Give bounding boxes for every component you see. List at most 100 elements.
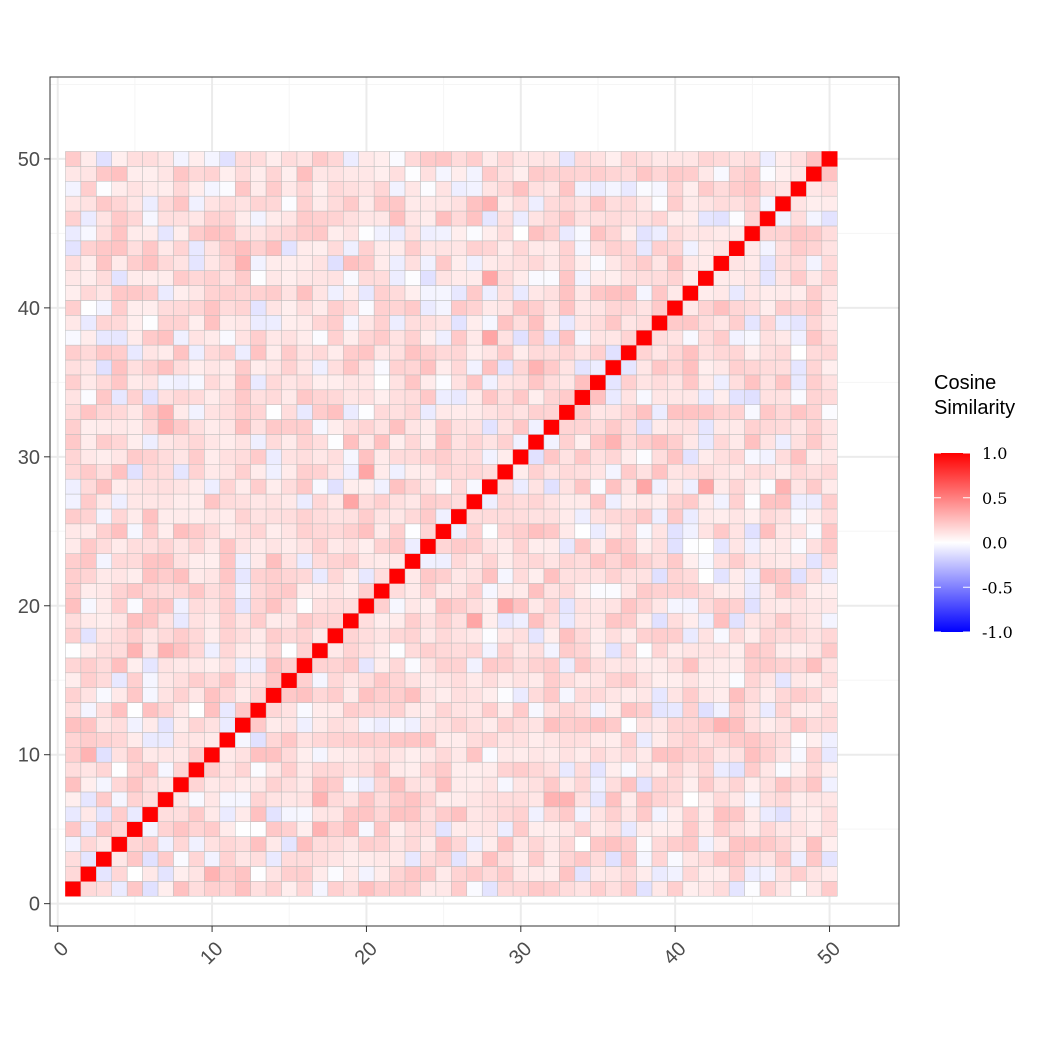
heatmap-tile	[821, 344, 838, 361]
heatmap-tile	[790, 553, 807, 569]
heatmap-tile	[343, 881, 359, 897]
heatmap-tile	[559, 359, 576, 376]
heatmap-tile	[451, 225, 468, 242]
heatmap-tile	[142, 821, 159, 837]
heatmap-tile	[327, 464, 344, 480]
heatmap-tile	[265, 761, 282, 778]
heatmap-tile	[713, 434, 730, 450]
heatmap-tile	[759, 791, 776, 808]
heatmap-tile	[466, 612, 483, 629]
heatmap-tile	[343, 419, 359, 435]
heatmap-tile	[605, 166, 622, 182]
heatmap-tile	[173, 464, 190, 480]
heatmap-tile	[713, 881, 730, 897]
heatmap-tile	[528, 389, 545, 405]
heatmap-tile	[373, 568, 390, 584]
heatmap-tile	[265, 747, 282, 763]
heatmap-tile	[651, 181, 668, 197]
heatmap-tile	[667, 315, 684, 331]
heatmap-tile	[744, 329, 761, 346]
heatmap-tile	[605, 255, 622, 271]
heatmap-tile	[312, 315, 329, 331]
diagonal-tile	[327, 627, 344, 644]
heatmap-tile	[605, 478, 622, 495]
heatmap-tile	[481, 523, 498, 539]
heatmap-tile	[327, 821, 344, 837]
heatmap-tile	[296, 300, 313, 316]
heatmap-tile	[389, 166, 406, 182]
heatmap-tile	[528, 359, 545, 376]
heatmap-tile	[636, 315, 653, 331]
heatmap-tile	[142, 717, 159, 733]
heatmap-tile	[759, 449, 776, 465]
heatmap-tile	[451, 881, 468, 897]
heatmap-tile	[96, 300, 112, 316]
heatmap-tile	[343, 449, 359, 465]
heatmap-tile	[250, 195, 267, 212]
heatmap-tile	[636, 672, 653, 688]
heatmap-tile	[250, 553, 267, 569]
heatmap-tile	[806, 836, 823, 852]
heatmap-tile	[466, 389, 483, 405]
heatmap-tile	[543, 761, 560, 778]
heatmap-tile	[296, 493, 313, 510]
heatmap-tile	[65, 478, 82, 495]
heatmap-tile	[806, 598, 823, 614]
heatmap-tile	[173, 851, 190, 867]
heatmap-tile	[281, 657, 298, 674]
heatmap-tile	[698, 687, 715, 703]
heatmap-tile	[435, 702, 452, 718]
heatmap-tile	[651, 508, 668, 525]
heatmap-tile	[667, 374, 684, 391]
heatmap-tile	[790, 359, 807, 376]
heatmap-tile	[512, 434, 529, 450]
heatmap-tile	[667, 225, 684, 242]
heatmap-tile	[65, 583, 82, 599]
heatmap-tile	[65, 300, 82, 316]
heatmap-tile	[728, 195, 745, 212]
heatmap-tile	[188, 240, 205, 256]
heatmap-tile	[188, 374, 205, 391]
heatmap-tile	[65, 315, 82, 331]
heatmap-tile	[775, 225, 792, 242]
heatmap-tile	[759, 166, 776, 182]
heatmap-tile	[420, 166, 437, 182]
heatmap-tile	[512, 583, 529, 599]
heatmap-tile	[512, 285, 529, 301]
heatmap-tile	[358, 702, 375, 718]
heatmap-tile	[682, 836, 699, 852]
heatmap-tile	[343, 344, 359, 361]
heatmap-tile	[296, 642, 313, 659]
heatmap-tile	[312, 344, 329, 361]
heatmap-tile	[234, 836, 251, 852]
heatmap-tile	[157, 717, 174, 733]
heatmap-tile	[296, 315, 313, 331]
heatmap-tile	[512, 315, 529, 331]
heatmap-tile	[265, 270, 282, 286]
heatmap-tile	[528, 687, 545, 703]
heatmap-tile	[420, 672, 437, 688]
heatmap-tile	[111, 553, 128, 569]
heatmap-tile	[728, 151, 745, 167]
heatmap-tile	[481, 598, 498, 614]
heatmap-tile	[312, 761, 329, 778]
heatmap-tile	[219, 687, 236, 703]
heatmap-tile	[744, 300, 761, 316]
heatmap-tile	[142, 791, 159, 808]
heatmap-tile	[296, 329, 313, 346]
heatmap-tile	[466, 315, 483, 331]
heatmap-tile	[142, 389, 159, 405]
heatmap-tile	[713, 329, 730, 346]
heatmap-tile	[698, 315, 715, 331]
heatmap-tile	[420, 642, 437, 659]
heatmap-tile	[667, 568, 684, 584]
heatmap-tile	[126, 478, 143, 495]
heatmap-tile	[559, 732, 576, 748]
heatmap-tile	[543, 776, 560, 793]
heatmap-tile	[281, 627, 298, 644]
heatmap-tile	[343, 791, 359, 808]
heatmap-tile	[821, 166, 838, 182]
heatmap-tile	[404, 612, 421, 629]
heatmap-tile	[636, 747, 653, 763]
heatmap-tile	[590, 776, 606, 793]
